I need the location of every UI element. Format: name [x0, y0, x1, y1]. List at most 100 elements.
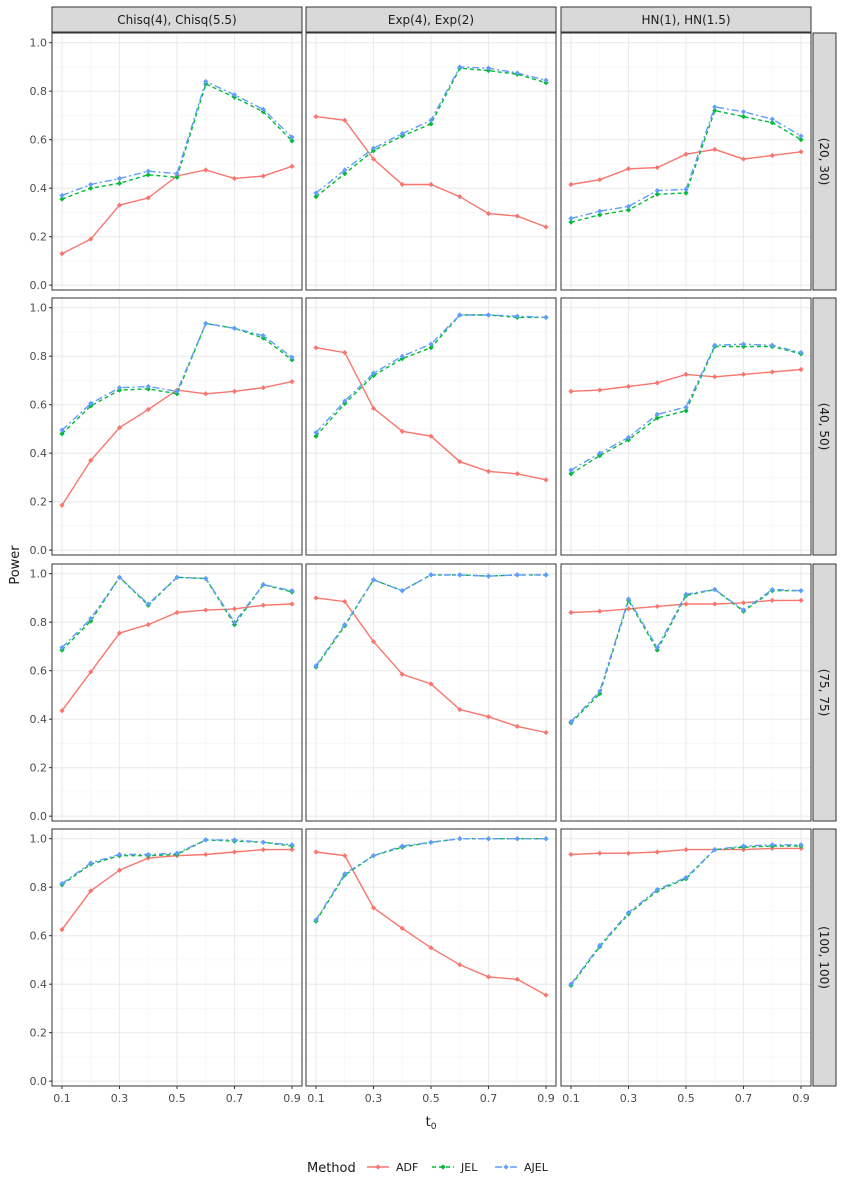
- point-adf: [231, 175, 238, 182]
- point-ajel: [625, 910, 632, 916]
- x-tick-label: 0.9: [792, 1092, 810, 1105]
- point-ajel: [145, 383, 151, 390]
- y-tick-label: 1.0: [30, 37, 48, 50]
- point-adf: [116, 425, 123, 431]
- y-tick-label: 0.8: [30, 350, 48, 363]
- point-adf: [654, 380, 660, 386]
- point-adf: [203, 167, 209, 173]
- panel-border: [560, 32, 812, 291]
- point-adf: [399, 428, 405, 434]
- point-ajel: [116, 574, 123, 580]
- point-ajel: [798, 588, 804, 594]
- point-adf: [543, 729, 549, 736]
- point-ajel: [203, 320, 209, 327]
- point-ajel: [597, 208, 603, 214]
- point-adf: [428, 181, 434, 188]
- point-ajel: [145, 168, 151, 174]
- panel-border: [560, 563, 812, 822]
- point-adf: [485, 714, 492, 720]
- panel-border: [51, 297, 303, 556]
- point-adf: [370, 405, 377, 411]
- point-adf: [654, 603, 660, 610]
- point-ajel: [88, 400, 94, 407]
- point-ajel: [712, 342, 718, 348]
- point-ajel: [543, 77, 549, 83]
- point-adf: [59, 502, 65, 508]
- y-tick-label: 1.0: [30, 302, 48, 315]
- point-adf: [769, 597, 775, 603]
- point-adf: [116, 202, 123, 208]
- point-adf: [59, 708, 65, 714]
- point-adf: [289, 601, 295, 607]
- point-ajel: [260, 582, 266, 588]
- point-ajel: [370, 145, 377, 151]
- point-ajel: [798, 842, 804, 848]
- point-ajel: [740, 843, 747, 849]
- y-tick-label: 1.0: [30, 833, 48, 846]
- point-ajel: [543, 314, 549, 320]
- facet-strip-label: Exp(4), Exp(2): [388, 13, 474, 27]
- point-jel: [59, 431, 65, 437]
- point-ajel: [457, 312, 463, 318]
- point-adf: [289, 379, 295, 385]
- point-adf: [514, 976, 520, 982]
- point-ajel: [457, 836, 463, 842]
- panel-1-3: [560, 32, 812, 291]
- point-jel: [568, 471, 574, 477]
- point-ajel: [231, 619, 238, 625]
- panel-border: [305, 297, 557, 556]
- y-tick-label: 0.6: [30, 930, 48, 943]
- y-tick-label: 0.0: [30, 544, 48, 557]
- legend-key-point-ajel: [503, 1164, 509, 1170]
- point-adf: [543, 477, 549, 483]
- point-ajel: [428, 341, 434, 347]
- point-adf: [231, 849, 238, 855]
- point-ajel: [174, 574, 180, 580]
- row-strip-3: [812, 563, 837, 822]
- point-adf: [597, 850, 603, 856]
- point-ajel: [399, 131, 405, 137]
- series-line-jel: [61, 322, 293, 435]
- point-jel: [313, 194, 319, 200]
- x-axis-title-main: t: [426, 1115, 431, 1130]
- y-tick-label: 0.4: [30, 182, 48, 195]
- legend-title: Method: [307, 1161, 356, 1176]
- facet-strip-2: [305, 6, 557, 33]
- point-ajel: [597, 688, 603, 694]
- y-tick-label: 0.2: [30, 1027, 48, 1040]
- point-adf: [88, 457, 94, 464]
- x-tick-label: 0.5: [168, 1092, 186, 1105]
- point-ajel: [485, 836, 492, 842]
- point-adf: [145, 622, 151, 628]
- point-ajel: [625, 203, 632, 209]
- panel-3-2: [305, 563, 557, 822]
- point-ajel: [231, 92, 238, 98]
- point-ajel: [370, 577, 377, 583]
- point-ajel: [597, 450, 603, 456]
- point-ajel: [260, 106, 266, 112]
- y-tick-label: 0.0: [30, 1075, 48, 1088]
- point-adf: [116, 630, 123, 636]
- series-line-ajel: [570, 844, 801, 985]
- point-ajel: [543, 836, 549, 842]
- point-adf: [370, 905, 377, 911]
- x-tick-label: 0.1: [307, 1092, 325, 1105]
- x-tick-label: 0.5: [422, 1092, 440, 1105]
- y-tick-label: 0.6: [30, 134, 48, 147]
- y-tick-label: 0.2: [30, 496, 48, 509]
- row-strip-label: (20, 30): [817, 138, 831, 186]
- point-ajel: [683, 404, 689, 410]
- point-jel: [313, 433, 319, 439]
- point-adf: [457, 962, 463, 968]
- x-tick-label: 0.5: [677, 1092, 695, 1105]
- point-ajel: [485, 312, 492, 318]
- point-ajel: [289, 354, 295, 361]
- point-ajel: [683, 186, 689, 192]
- legend-label-ajel: AJEL: [524, 1161, 549, 1174]
- panel-2-3: [560, 297, 812, 556]
- point-adf: [342, 117, 348, 123]
- point-jel: [597, 212, 603, 218]
- point-adf: [313, 114, 319, 120]
- y-tick-label: 0.4: [30, 447, 48, 460]
- point-adf: [654, 849, 660, 855]
